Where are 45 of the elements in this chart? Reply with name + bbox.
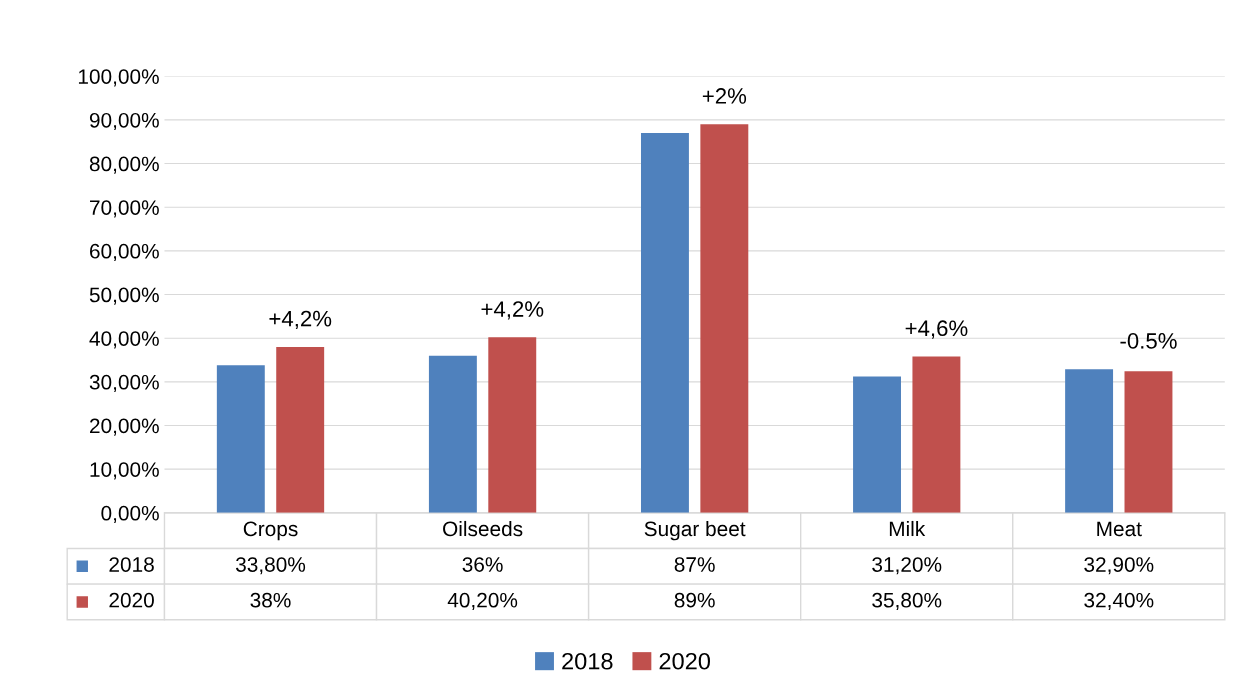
x-tick-label: Oilseeds (443, 520, 523, 537)
y-tick-label: 30,00% (89, 374, 159, 393)
bar (276, 346, 325, 513)
data-label: 89% (674, 592, 715, 608)
x-tick-label: Milk (889, 520, 926, 537)
annotation: +2% (702, 88, 747, 104)
y-tick-label: 40,00% (89, 331, 159, 349)
y-tick-label: 70,00% (90, 200, 159, 218)
bar (488, 337, 537, 513)
bar (216, 365, 265, 513)
annotation: +4,6% (905, 320, 968, 339)
x-tick-label: Sugar beet (644, 520, 746, 541)
data-label: 38% (250, 592, 291, 608)
bar (700, 124, 749, 513)
data-label: 32,40% (1084, 592, 1154, 611)
y-tick-label: 100,00% (78, 69, 159, 87)
bar (1124, 371, 1173, 513)
bar (1065, 369, 1114, 513)
data-label: 32,90% (1084, 557, 1154, 575)
data-label: 36% (462, 557, 503, 572)
x-tick-label: Crops (243, 521, 298, 541)
data-label: 35,80% (872, 592, 942, 611)
bar (428, 355, 477, 513)
y-tick-label: 20,00% (90, 418, 159, 436)
y-tick-label: 90,00% (89, 112, 159, 131)
legend-label: 2020 (659, 652, 711, 670)
bar (912, 356, 961, 513)
annotation: +4,2% (481, 301, 544, 320)
y-tick-label: 50,00% (89, 287, 159, 305)
x-tick-label: Meat (1097, 521, 1142, 537)
data-label: 33,80% (235, 557, 306, 575)
text: 2018 (562, 652, 613, 670)
data-label: 87% (674, 557, 715, 572)
annotation: +4,2% (269, 310, 332, 330)
bar (853, 376, 901, 513)
y-tick-label: 80,00% (89, 156, 159, 174)
y-tick-label: 10,00% (90, 462, 159, 480)
annotation: -0.5% (1120, 333, 1177, 349)
text: 2020 (109, 592, 154, 608)
data-label: 40,20% (447, 592, 518, 611)
data-label: 31,20% (872, 557, 942, 575)
legend-label: 2018 (109, 557, 154, 572)
y-tick-label: 0,00% (101, 505, 159, 524)
y-tick-label: 60,00% (90, 243, 159, 262)
bar (640, 132, 689, 513)
